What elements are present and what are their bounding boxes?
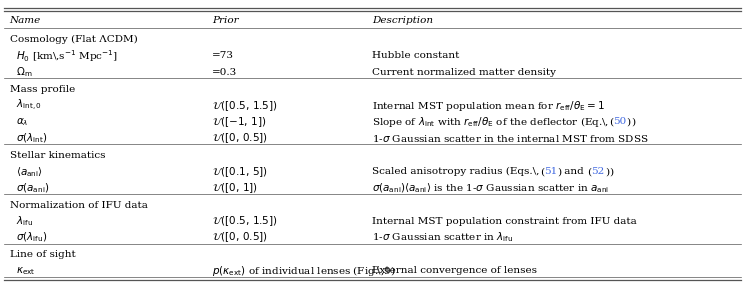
Text: $\lambda_{\mathrm{ifu}}$: $\lambda_{\mathrm{ifu}}$ — [16, 214, 33, 228]
Text: 50: 50 — [613, 118, 627, 126]
Text: and: and — [562, 167, 587, 176]
Text: 52: 52 — [592, 167, 605, 176]
Text: $\alpha_{\lambda}$: $\alpha_{\lambda}$ — [16, 116, 28, 128]
Text: $\mathcal{U}([0.1,\,5])$: $\mathcal{U}([0.1,\,5])$ — [212, 165, 268, 178]
Text: 1-$\sigma$ Gaussian scatter in the internal MST from SDSS: 1-$\sigma$ Gaussian scatter in the inter… — [372, 133, 649, 144]
Text: $\mathcal{U}([0,\,0.5])$: $\mathcal{U}([0,\,0.5])$ — [212, 231, 268, 245]
Text: Stellar kinematics: Stellar kinematics — [10, 151, 105, 160]
Text: 51: 51 — [544, 167, 557, 176]
Text: ): ) — [605, 167, 609, 176]
Text: Normalization of IFU data: Normalization of IFU data — [10, 200, 148, 210]
Text: =73: =73 — [212, 51, 235, 60]
Text: Mass profile: Mass profile — [10, 85, 75, 94]
Text: =0.3: =0.3 — [212, 68, 238, 77]
Text: Cosmology (Flat ΛCDM): Cosmology (Flat ΛCDM) — [10, 35, 137, 44]
Text: ): ) — [557, 167, 562, 176]
Text: (: ( — [540, 167, 544, 176]
Text: $H_0$ [km\,s$^{-1}$ Mpc$^{-1}$]: $H_0$ [km\,s$^{-1}$ Mpc$^{-1}$] — [16, 48, 118, 64]
Text: $\sigma(a_{\mathrm{ani}})\langle a_{\mathrm{ani}}\rangle$ is the 1-$\sigma$ Gaus: $\sigma(a_{\mathrm{ani}})\langle a_{\mat… — [372, 181, 609, 195]
Text: $\Omega_{\mathrm{m}}$: $\Omega_{\mathrm{m}}$ — [16, 65, 32, 79]
Text: $\sigma(\lambda_{\mathrm{ifu}})$: $\sigma(\lambda_{\mathrm{ifu}})$ — [16, 231, 47, 245]
Text: 1-$\sigma$ Gaussian scatter in $\lambda_{\mathrm{ifu}}$: 1-$\sigma$ Gaussian scatter in $\lambda_… — [372, 231, 514, 245]
Text: $\kappa_{\mathrm{ext}}$: $\kappa_{\mathrm{ext}}$ — [16, 265, 35, 277]
Text: Internal MST population constraint from IFU data: Internal MST population constraint from … — [372, 217, 637, 226]
Text: $\sigma(\lambda_{\mathrm{int}})$: $\sigma(\lambda_{\mathrm{int}})$ — [16, 131, 47, 145]
Text: $p(\kappa_{\mathrm{ext}})$ of individual lenses (Fig.\,9): $p(\kappa_{\mathrm{ext}})$ of individual… — [212, 264, 396, 278]
Text: $\mathcal{U}([0.5,\,1.5])$: $\mathcal{U}([0.5,\,1.5])$ — [212, 99, 278, 112]
Text: $\mathcal{U}([0,\,1])$: $\mathcal{U}([0,\,1])$ — [212, 181, 259, 195]
Text: Scaled anisotropy radius (Eqs.\,: Scaled anisotropy radius (Eqs.\, — [372, 167, 540, 176]
Text: Description: Description — [372, 16, 434, 25]
Text: External convergence of lenses: External convergence of lenses — [372, 267, 537, 275]
Text: (: ( — [587, 167, 592, 176]
Text: $\sigma(a_{\mathrm{ani}})$: $\sigma(a_{\mathrm{ani}})$ — [16, 181, 49, 195]
Text: $\mathcal{U}([-1,\,1])$: $\mathcal{U}([-1,\,1])$ — [212, 115, 267, 129]
Text: Current normalized matter density: Current normalized matter density — [372, 68, 557, 77]
Text: Line of sight: Line of sight — [10, 250, 75, 259]
Text: Slope of $\lambda_{\mathrm{int}}$ with $r_{\mathrm{eff}}/\theta_{\mathrm{E}}$ of: Slope of $\lambda_{\mathrm{int}}$ with $… — [372, 115, 609, 129]
Text: ): ) — [609, 167, 613, 176]
Text: (: ( — [609, 118, 613, 126]
Text: $\mathcal{U}([0,\,0.5])$: $\mathcal{U}([0,\,0.5])$ — [212, 131, 268, 145]
Text: Internal MST population mean for $r_{\mathrm{eff}}/\theta_{\mathrm{E}} = 1$: Internal MST population mean for $r_{\ma… — [372, 99, 605, 113]
Text: $\lambda_{\mathrm{int,0}}$: $\lambda_{\mathrm{int,0}}$ — [16, 98, 42, 113]
Text: ): ) — [627, 118, 631, 126]
Text: Name: Name — [10, 16, 41, 25]
Text: $\langle a_{\mathrm{ani}}\rangle$: $\langle a_{\mathrm{ani}}\rangle$ — [16, 165, 42, 178]
Text: Prior: Prior — [212, 16, 239, 25]
Text: $\mathcal{U}([0.5,\,1.5])$: $\mathcal{U}([0.5,\,1.5])$ — [212, 214, 278, 228]
Text: Hubble constant: Hubble constant — [372, 51, 460, 60]
Text: ): ) — [631, 118, 635, 126]
